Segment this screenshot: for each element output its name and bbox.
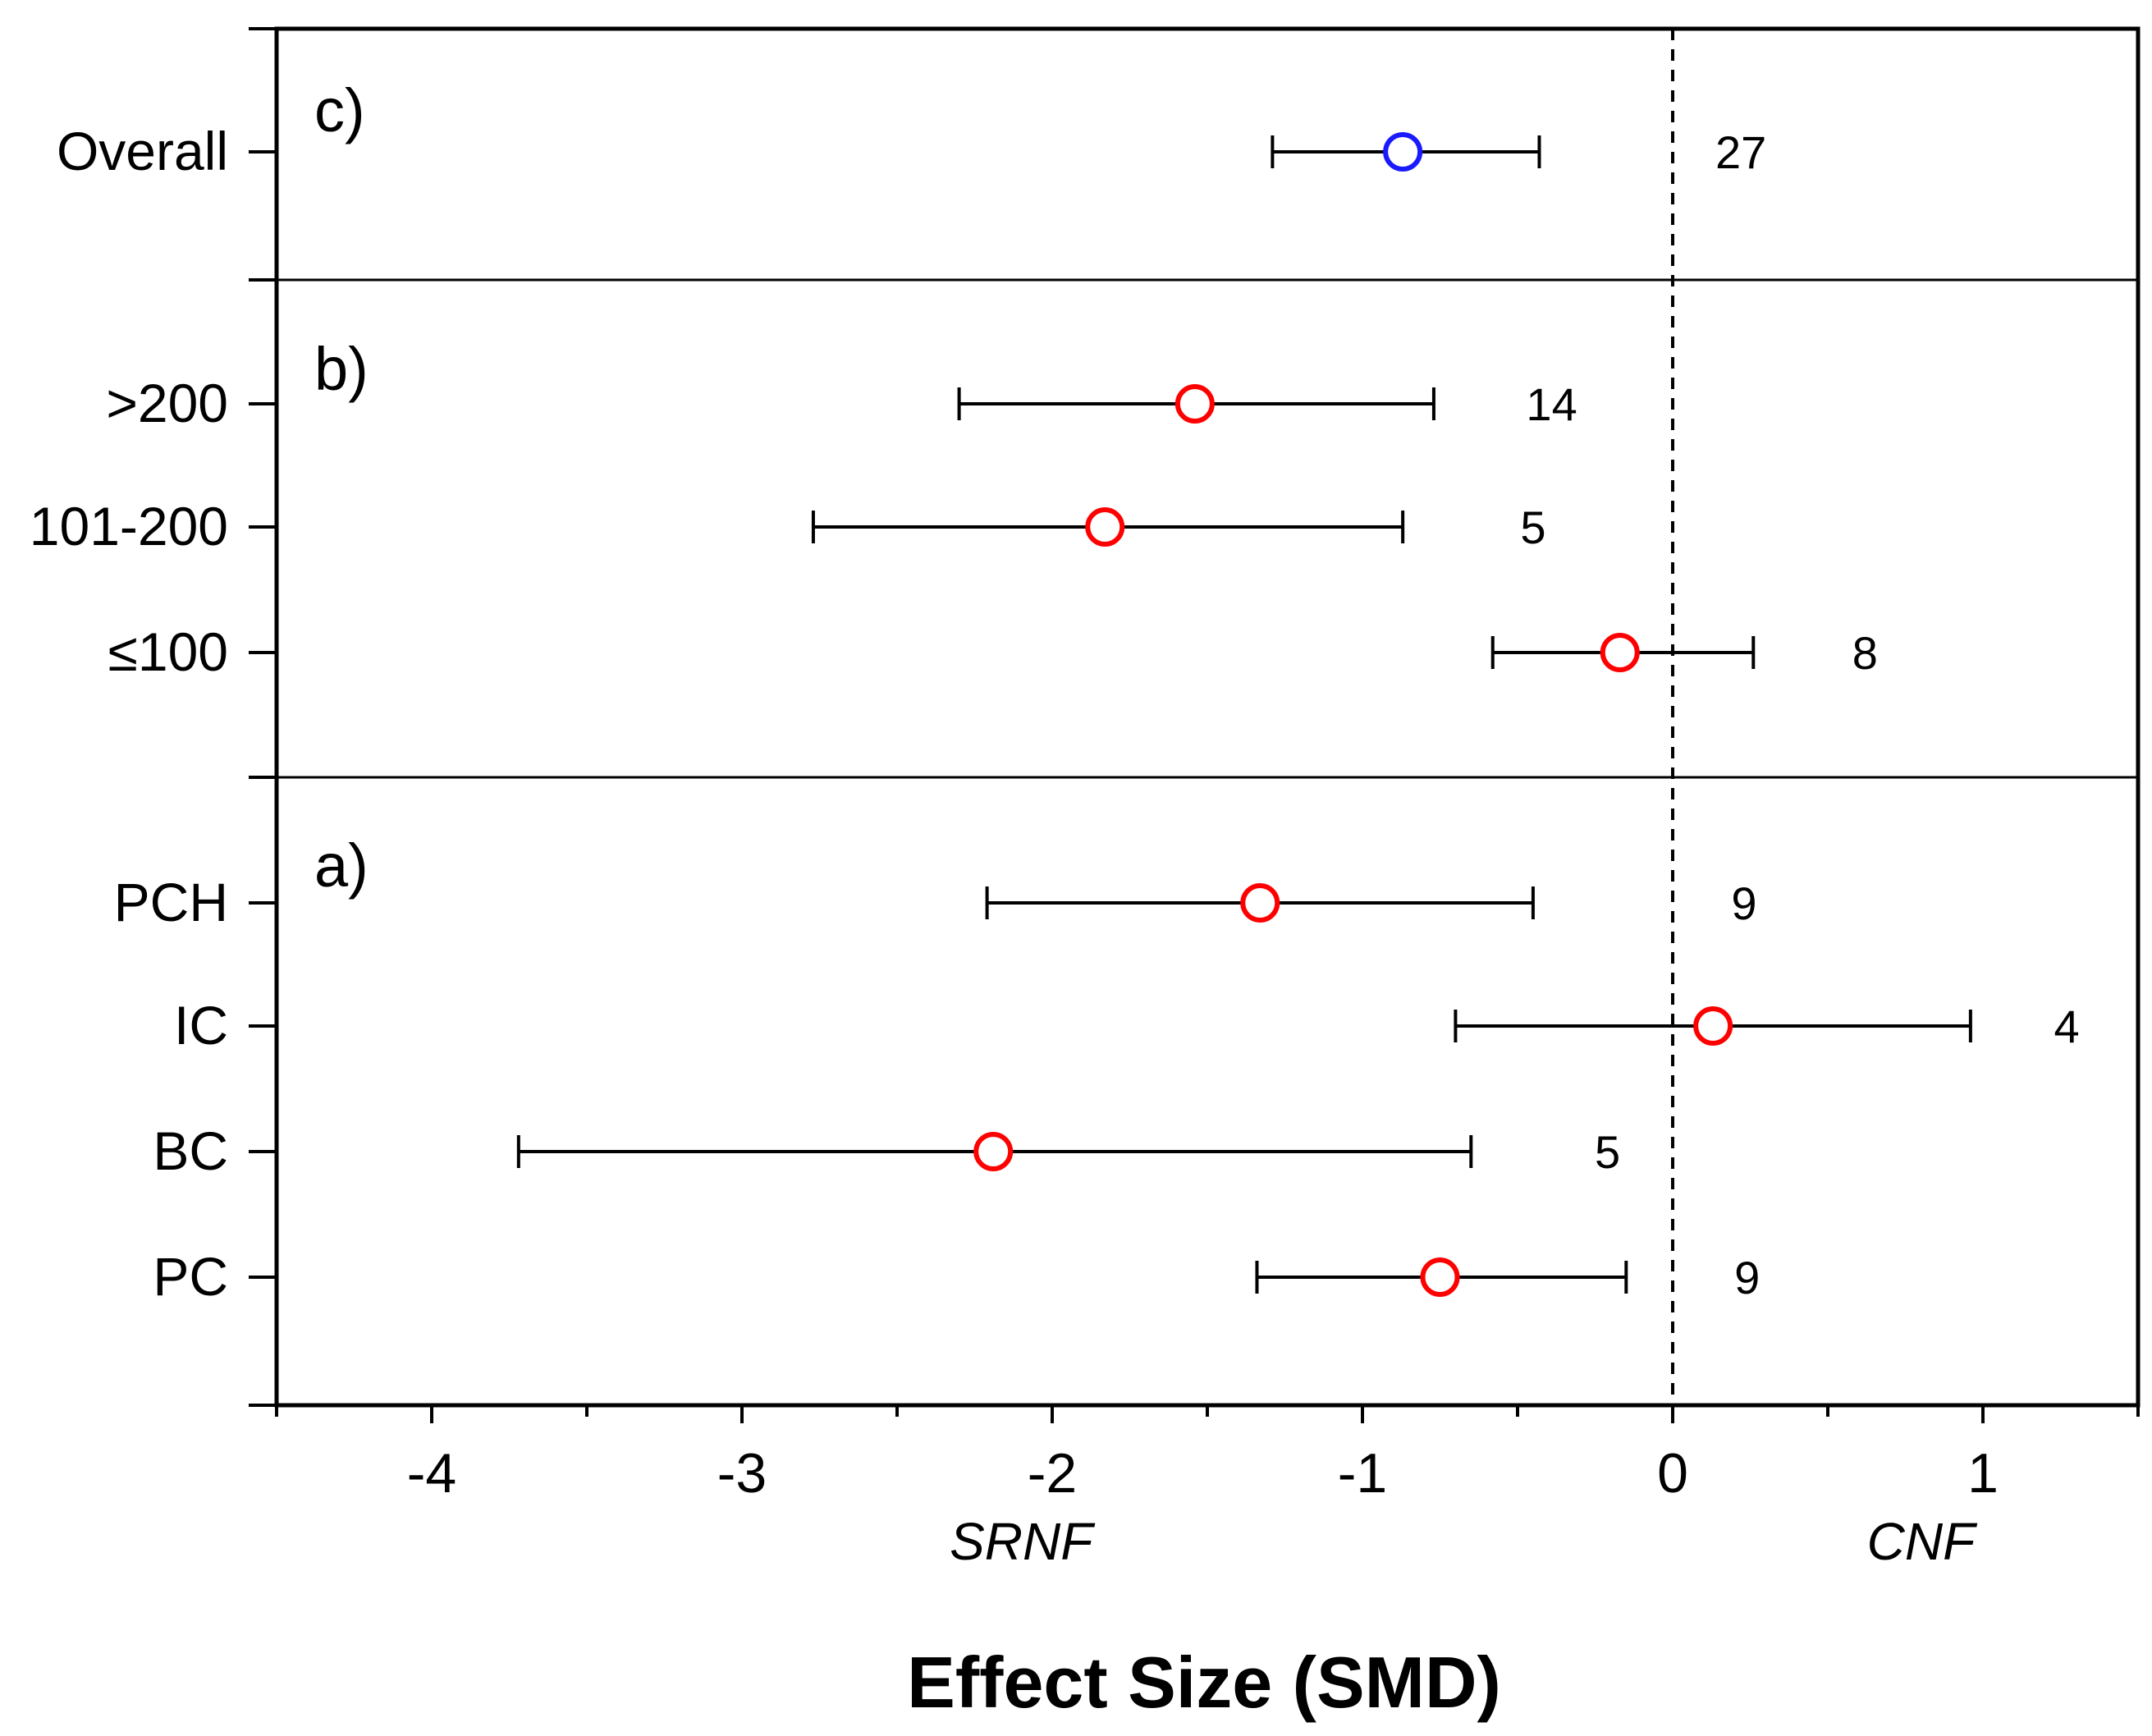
sample-count: 9 (1734, 1252, 1760, 1303)
plot-area-border (274, 26, 2141, 1408)
panel-label-1: b) (314, 335, 369, 403)
plot-frame (274, 26, 2141, 1408)
forest-rows: Overall 27 >200 14 101-200 5 ≤100 8 PCH 9 IC 4 BC 5 PC… (30, 121, 2080, 1307)
forest-row: >200 14 (106, 373, 1577, 433)
sample-count: 14 (1526, 378, 1577, 430)
effect-marker (1174, 384, 1215, 424)
forest-row: 101-200 5 (30, 496, 1546, 557)
x-tick-label: -3 (717, 1442, 767, 1505)
side-label-cnf: CNF (1867, 1512, 1978, 1571)
x-tick-label: -4 (407, 1442, 456, 1505)
effect-marker (1085, 507, 1125, 547)
side-label-srnf: SRNF (950, 1512, 1096, 1571)
row-label: Overall (57, 121, 228, 181)
effect-marker (1420, 1257, 1460, 1297)
row-label: PCH (114, 872, 228, 932)
panel-label-0: c) (314, 76, 365, 144)
row-label: IC (174, 995, 228, 1056)
row-label: 101-200 (30, 496, 228, 557)
forest-row: BC 5 (153, 1120, 1620, 1181)
effect-marker (1383, 132, 1423, 172)
y-axis-ticks (249, 27, 277, 1407)
effect-marker (1693, 1006, 1733, 1046)
forest-row: PCH 9 (114, 872, 1757, 932)
x-axis: -4 -3 -2 -1 0 1 (275, 1405, 2140, 1505)
row-label: BC (153, 1120, 228, 1181)
sample-count: 5 (1520, 502, 1545, 553)
sample-count: 27 (1715, 126, 1766, 178)
forest-row: IC 4 (174, 995, 2080, 1056)
x-tick-label: 0 (1657, 1442, 1688, 1505)
x-axis-title: Effect Size (SMD) (907, 1642, 1501, 1723)
x-tick-label: -2 (1028, 1442, 1077, 1505)
sample-count: 8 (1852, 627, 1878, 679)
effect-marker (1240, 883, 1280, 923)
x-tick-label: -1 (1338, 1442, 1387, 1505)
panel-labels: c) b) a) (314, 76, 369, 900)
row-label: ≤100 (108, 621, 228, 682)
row-label: >200 (106, 373, 228, 433)
row-label: PC (153, 1246, 228, 1307)
sample-count: 4 (2054, 1001, 2079, 1052)
forest-row: ≤100 8 (108, 621, 1878, 682)
sample-count: 5 (1595, 1126, 1620, 1178)
effect-marker (973, 1132, 1014, 1171)
forest-row: Overall 27 (57, 121, 1766, 181)
sample-count: 9 (1731, 877, 1756, 929)
x-tick-label: 1 (1967, 1442, 1999, 1505)
forest-row: PC 9 (153, 1246, 1760, 1307)
panel-label-2: a) (314, 831, 369, 900)
effect-marker (1600, 633, 1640, 672)
